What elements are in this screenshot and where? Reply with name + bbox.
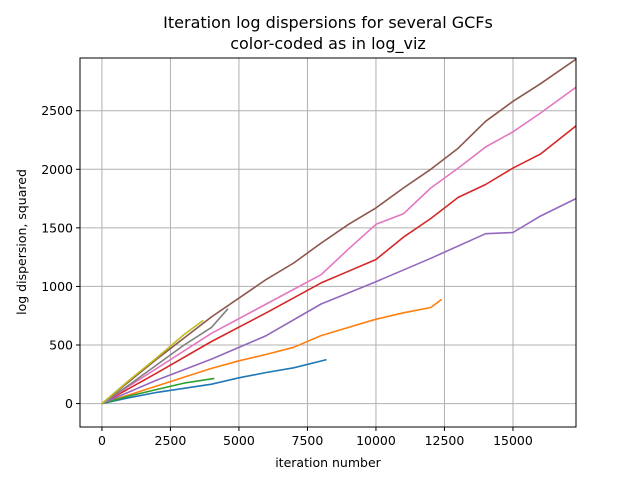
- x-tick-label: 2500: [155, 433, 187, 448]
- x-tick-label: 5000: [223, 433, 255, 448]
- series-line-5: [101, 197, 576, 405]
- y-tick-label: 2500: [41, 103, 73, 118]
- series-line-8: [101, 308, 229, 405]
- x-axis-label: iteration number: [275, 455, 381, 470]
- y-tick-label: 1500: [41, 220, 73, 235]
- series-line-7: [101, 86, 576, 405]
- y-axis-label: log dispersion, squared: [14, 169, 29, 315]
- y-tick-label: 500: [49, 338, 73, 353]
- plot-frame: [79, 57, 577, 428]
- series-line-4: [101, 125, 576, 405]
- series-line-3: [101, 377, 215, 405]
- series-line-6: [101, 58, 576, 405]
- x-tick-label: 15000: [493, 433, 533, 448]
- grid: [80, 58, 576, 427]
- x-tick-label: 7500: [292, 433, 324, 448]
- series-line-2: [101, 298, 443, 405]
- series-line-9: [101, 319, 204, 405]
- x-tick-label: 0: [98, 433, 106, 448]
- y-tick-label: 0: [65, 396, 73, 411]
- y-tick-label: 2000: [41, 162, 73, 177]
- ticks: 0 2500 5000 7500 10000 12500 15000 0 500 1000 1500…: [41, 103, 533, 448]
- y-tick-label: 1000: [41, 279, 73, 294]
- series-line-1: [101, 358, 327, 405]
- series-lines: [101, 58, 576, 405]
- plot-background: [80, 58, 576, 427]
- chart-title: Iteration log dispersions for several GC…: [163, 13, 493, 32]
- x-tick-label: 12500: [425, 433, 465, 448]
- x-tick-label: 10000: [356, 433, 396, 448]
- chart-subtitle: color-coded as in log_viz: [230, 34, 426, 54]
